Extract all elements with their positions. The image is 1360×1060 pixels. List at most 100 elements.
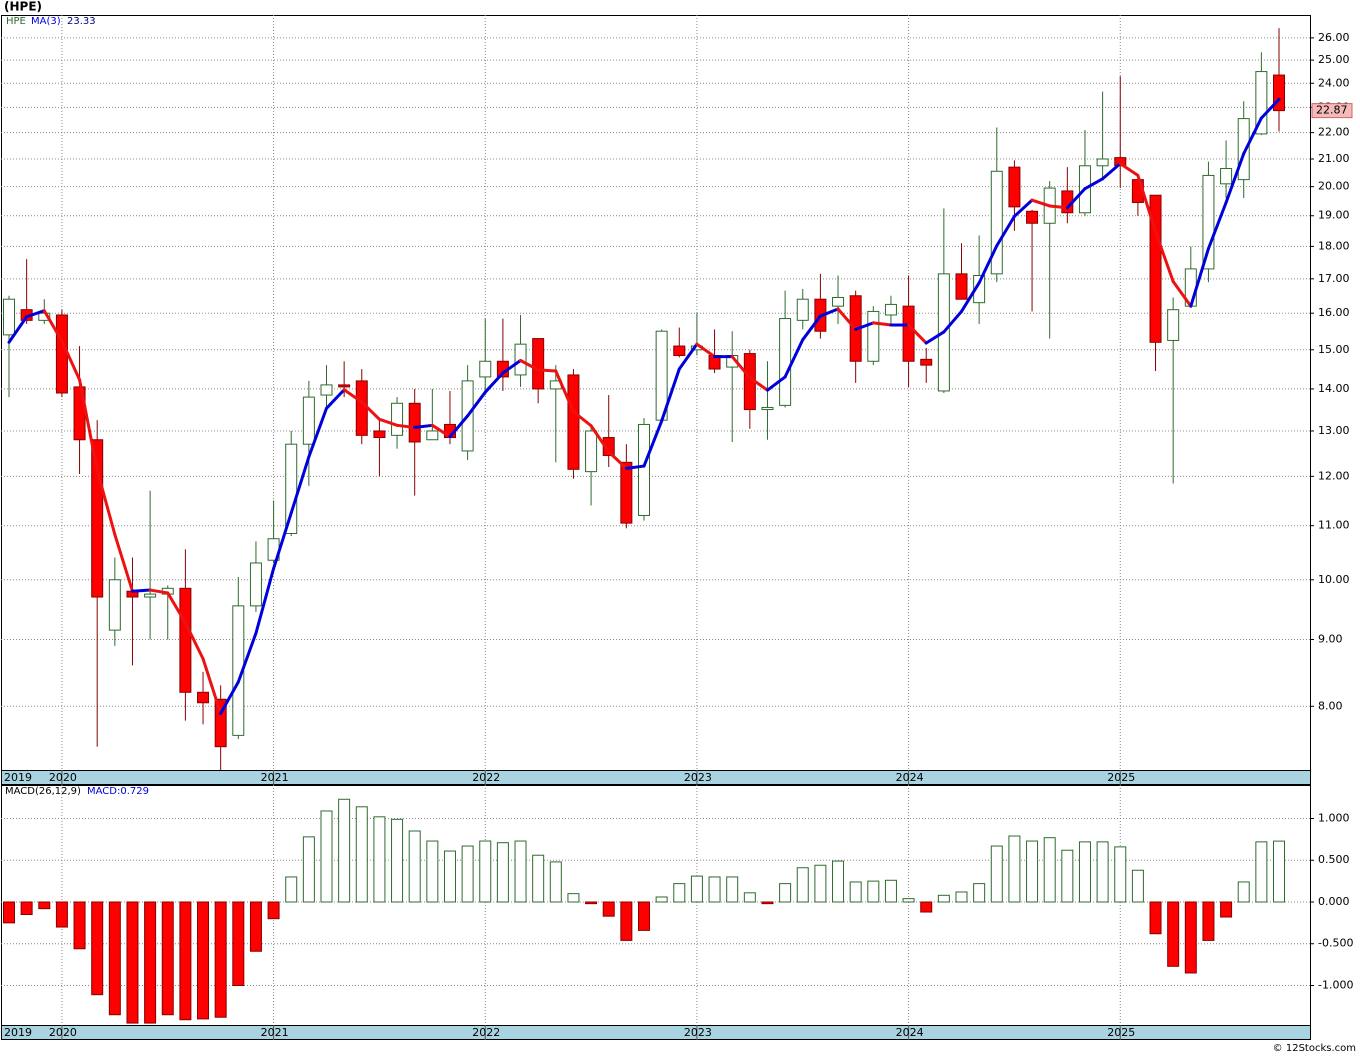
y-tick-label: -1.000 [1318,979,1353,992]
ma-segment [765,375,787,392]
ma-segment [1259,97,1281,120]
macd-bar [990,845,1003,903]
ma-segment [325,388,346,410]
ma-segment [589,424,611,454]
ma-segment [1206,200,1228,251]
macd-bar [38,901,51,910]
ma-segment [1030,198,1052,208]
x-tick-label: 2025 [1107,771,1135,784]
macd-bar [690,875,703,903]
candle-body [426,430,439,441]
y-tick-label: 18.00 [1318,239,1350,252]
macd-bar [302,836,315,903]
macd-bar [726,876,739,903]
last-price-tag [1311,103,1353,119]
candle-body [1149,194,1162,343]
macd-bar [1008,835,1021,903]
ma-segment [1065,187,1087,210]
ma-segment [360,400,381,421]
x-tick-label: 2022 [472,1026,500,1039]
ma-segment [783,338,805,379]
macd-bar [320,810,333,903]
ma-segment [730,355,752,380]
y-tick-label: 0.500 [1318,853,1350,866]
candle-body [567,374,580,470]
y-tick-label: 21.00 [1318,152,1350,165]
candle-body [179,587,192,693]
candle-body [602,437,615,456]
macd-bar [1114,846,1127,903]
macd-bar [73,901,86,950]
candle-body [373,430,386,439]
macd-bar [55,901,68,928]
candle-body [920,358,933,366]
candle-body [108,579,121,631]
ma-segment [1154,230,1175,284]
ma-segment [1242,116,1263,156]
ma-segment [642,419,664,468]
x-tick-label: 2024 [896,1026,924,1039]
ma-segment [818,307,840,318]
candle-body [338,384,351,388]
macd-bar [1273,840,1285,903]
x-tick-label: 2019 [4,1026,32,1039]
candle-body [3,298,15,336]
ma-segment [395,423,417,429]
candle-body [867,310,880,362]
macd-bar [532,854,545,903]
macd-bar [197,901,210,1020]
macd-bar [1061,849,1074,903]
ma-segment [448,414,470,439]
candle-body [902,305,915,362]
ma-segment [660,367,681,423]
macd-bar [638,901,650,931]
macd-bar [708,876,721,903]
macd-bar [585,901,598,905]
candle-body [320,384,333,396]
macd-bar [1202,901,1215,941]
ma-segment [519,358,540,372]
candle-body [1220,168,1233,185]
candle-body [1255,71,1268,135]
macd-bar [955,891,968,903]
ma-segment [78,378,99,472]
macd-bar [867,880,880,903]
candle-body [832,296,845,307]
candle-body [91,439,104,598]
macd-bar [249,901,262,952]
macd-bar [232,901,245,987]
macd-bar [1220,901,1233,918]
candle-body [1237,118,1250,181]
ma-segment [113,533,134,593]
ma-segment [871,321,893,327]
macd-bar [1149,901,1162,935]
macd-bar [267,901,280,920]
ma-segment [7,315,29,344]
ma-segment [342,388,364,404]
macd-bar [126,901,139,1024]
y-tick-label: 26.00 [1318,31,1350,44]
ma-segment [254,567,276,635]
macd-bar [814,864,827,903]
macd-bar [673,883,686,903]
y-tick-label: -0.500 [1318,937,1353,950]
y-tick-label: 24.00 [1318,76,1350,89]
candle-body [249,562,262,607]
ma-segment [748,376,769,392]
macd-bar [144,901,157,1024]
macd-bar [1255,841,1268,903]
y-tick-label: 8.00 [1318,699,1343,712]
y-tick-label: 0.000 [1318,895,1350,908]
ma-segment [60,339,82,382]
macd-bar [338,798,351,903]
candle-body [620,461,633,524]
x-tick-label: 2024 [896,771,924,784]
macd-bar [937,894,950,903]
candle-body [761,406,774,411]
candle-body [955,273,968,300]
macd-bar [214,901,227,1018]
macd-bar [602,901,615,917]
macd-bar [91,901,104,996]
ma-segment [1224,152,1246,204]
